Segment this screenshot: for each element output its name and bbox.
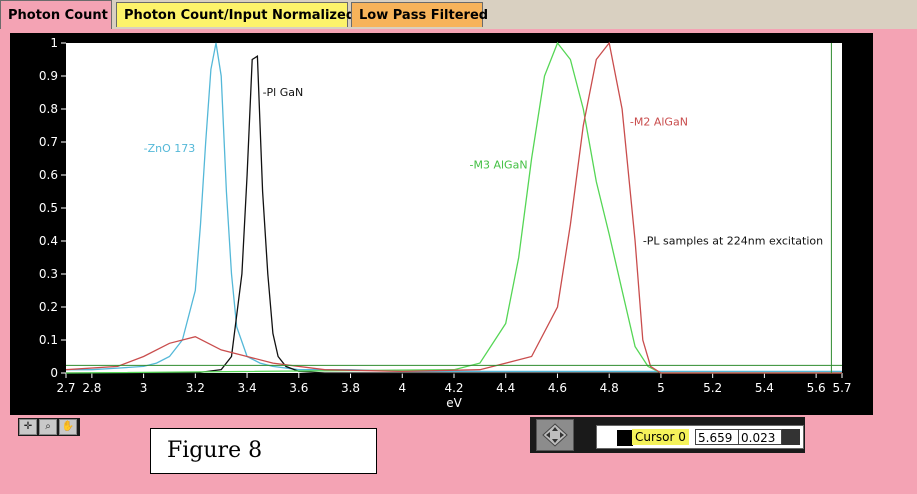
cursor-y-value[interactable]: 0.023 (738, 429, 782, 445)
x-tick-label: 3 (140, 381, 148, 395)
pan-hand-icon[interactable]: ✋ (59, 419, 77, 435)
x-tick-label: 3.2 (186, 381, 205, 395)
y-tick-label: 0.6 (39, 168, 58, 182)
y-tick-label: 0.2 (39, 300, 58, 314)
x-tick-label: 4.8 (600, 381, 619, 395)
y-tick-label: 0.3 (39, 267, 58, 281)
y-tick-label: 0.1 (39, 333, 58, 347)
x-tick-label: 5 (657, 381, 665, 395)
x-tick-label: 5.4 (755, 381, 774, 395)
crosshair-icon[interactable]: ✛ (19, 419, 37, 435)
x-tick-label: 2.8 (82, 381, 101, 395)
y-tick-label: 1 (50, 36, 58, 50)
tab-low-pass-filtered[interactable]: Low Pass Filtered (351, 2, 488, 27)
graph-frame: 0 0.1 0.2 0.3 0.4 0.5 0.6 0.7 0.8 0.9 1 2.7 2.8 3 3.2 3… (10, 33, 873, 415)
x-tick-label: 5.6 (807, 381, 826, 395)
graph-palette: ✛ ⌕ ✋ (18, 418, 80, 436)
y-tick-label: 0.8 (39, 102, 58, 116)
chart-annotation: -M3 AlGaN (470, 158, 528, 171)
series-line-1 (66, 55, 842, 374)
x-tick-label: 3.8 (341, 381, 360, 395)
x-tick-label: 5.7 (832, 381, 851, 395)
y-tick-label: 0 (50, 366, 58, 380)
x-tick-label: 3.6 (289, 381, 308, 395)
x-tick-label: 4.2 (444, 381, 463, 395)
tab-bar: Photon Count Photon Count/Input Normaliz… (0, 0, 917, 29)
tab-photon-count-normalized[interactable]: Photon Count/Input Normalized (116, 2, 355, 27)
cursor-style-swatch[interactable] (617, 430, 633, 446)
y-tick-label: 0.5 (39, 201, 58, 215)
series-line-0 (66, 42, 842, 373)
series-line-2 (65, 41, 842, 374)
series-line-3 (65, 41, 842, 374)
x-tick-label: 3.4 (238, 381, 257, 395)
x-axis-label: eV (446, 396, 462, 410)
y-tick-label: 0.7 (39, 135, 58, 149)
plot-area[interactable] (66, 43, 842, 373)
y-tick-label: 0.9 (39, 69, 58, 83)
cursor-panel: Cursor 0 5.659 0.023 (596, 425, 804, 449)
chart-annotation: -Pl GaN (263, 86, 304, 99)
x-tick-label: 4.6 (548, 381, 567, 395)
chart-annotation: -PL samples at 224nm excitation (643, 234, 823, 247)
figure-label: Figure 8 (150, 428, 377, 474)
chart-annotation: -ZnO 173 (144, 142, 196, 155)
cursor-name[interactable]: Cursor 0 (632, 429, 689, 445)
cursor-mover-icon[interactable] (536, 419, 574, 451)
tab-photon-count[interactable]: Photon Count (0, 0, 112, 29)
cursor-scroll[interactable] (782, 429, 800, 445)
x-tick-label: 2.7 (56, 381, 75, 395)
chart-annotation: -M2 AlGaN (630, 116, 688, 129)
chart-svg[interactable]: 0 0.1 0.2 0.3 0.4 0.5 0.6 0.7 0.8 0.9 1 2.7 2.8 3 3.2 3… (10, 33, 873, 415)
cursor-x-value[interactable]: 5.659 (695, 429, 739, 445)
x-tick-label: 5.2 (703, 381, 722, 395)
y-tick-label: 0.4 (39, 234, 58, 248)
zoom-icon[interactable]: ⌕ (39, 419, 57, 435)
x-tick-label: 4.4 (496, 381, 515, 395)
x-tick-label: 4 (398, 381, 406, 395)
